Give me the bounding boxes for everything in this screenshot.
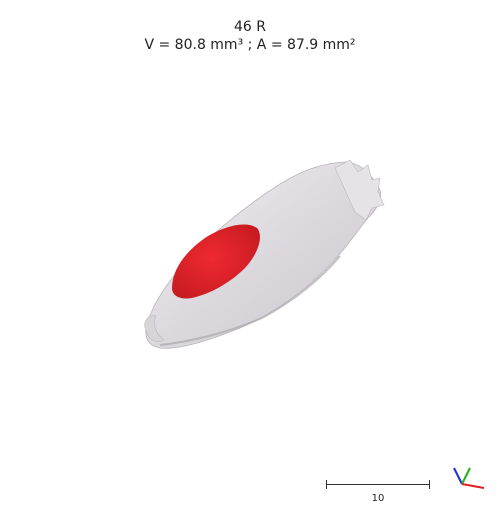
scale-bar-tick-right xyxy=(429,480,430,489)
axis-y-line xyxy=(461,467,471,485)
highlighted-region xyxy=(172,224,260,299)
title-block: 46 R V = 80.8 mm³ ; A = 87.9 mm² xyxy=(0,18,500,54)
specimen-3d-model xyxy=(144,159,385,349)
specimen-frayed-end xyxy=(334,159,385,221)
scale-bar-line xyxy=(326,484,430,485)
scale-bar-label: 10 xyxy=(371,493,385,504)
specimen-shadow-edge xyxy=(159,255,341,346)
specimen-left-tip xyxy=(144,315,165,342)
measurement-readout: V = 80.8 mm³ ; A = 87.9 mm² xyxy=(144,37,356,53)
specimen-title: 46 R xyxy=(234,19,266,35)
axis-z-line xyxy=(453,467,463,485)
axis-x-line xyxy=(461,483,485,489)
scale-bar: 10 xyxy=(326,478,430,508)
xyz-axes-icon xyxy=(453,467,485,489)
